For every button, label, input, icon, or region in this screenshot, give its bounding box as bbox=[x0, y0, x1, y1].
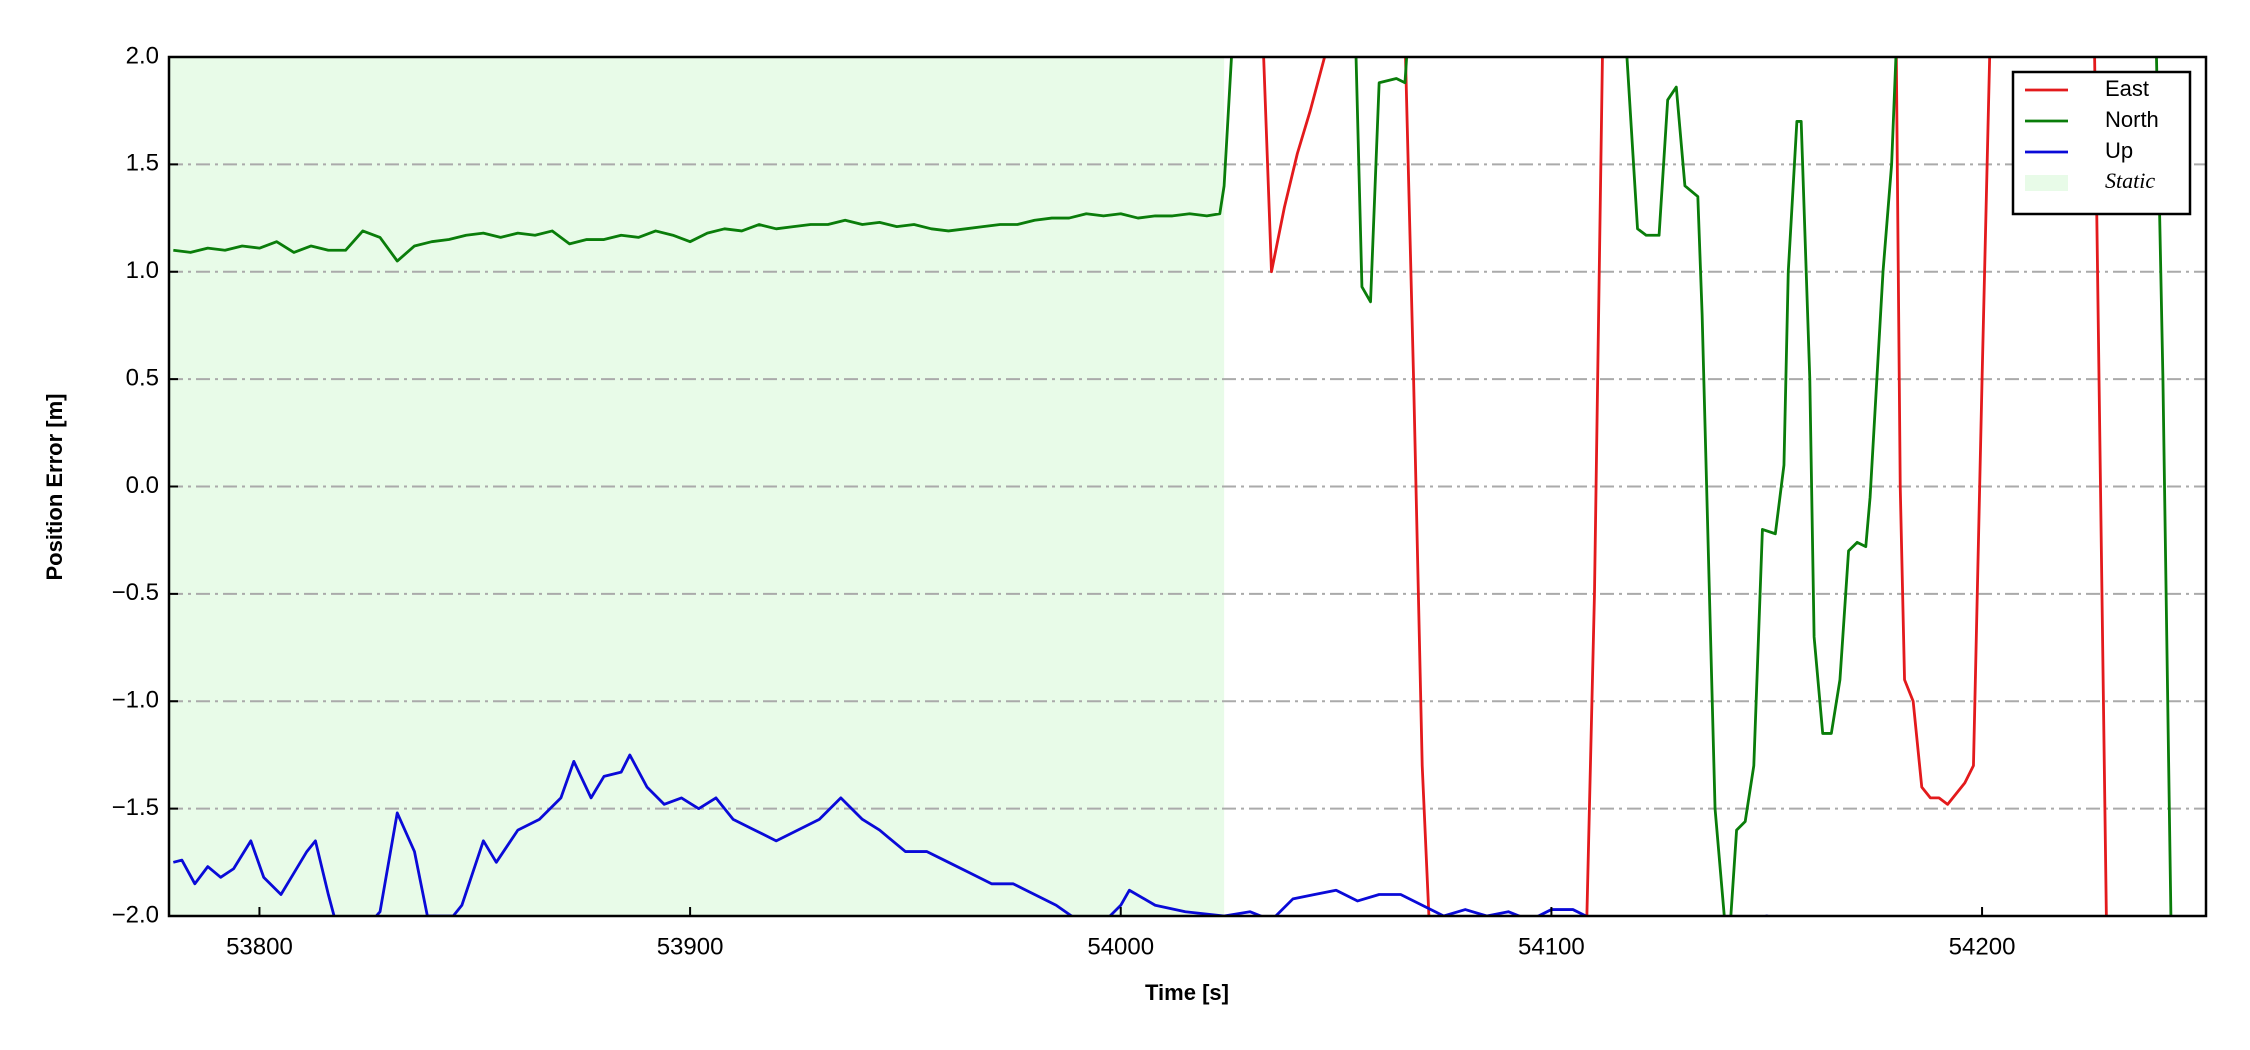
x-tick-label: 54000 bbox=[1087, 933, 1154, 960]
y-tick-label: −1.0 bbox=[112, 687, 159, 714]
x-tick-label: 53800 bbox=[226, 933, 293, 960]
legend-swatch bbox=[2025, 175, 2068, 191]
y-tick-label: −1.5 bbox=[112, 794, 159, 821]
series-line bbox=[173, 57, 2173, 916]
x-tick-label: 54100 bbox=[1518, 933, 1585, 960]
legend-box bbox=[2011, 70, 2192, 216]
y-axis-label: Position Error [m] bbox=[42, 393, 67, 580]
legend-label: Static bbox=[2105, 168, 2155, 193]
legend-label: Up bbox=[2105, 138, 2133, 163]
plot-area bbox=[169, 57, 2206, 916]
x-tick-label: 54200 bbox=[1949, 933, 2016, 960]
y-tick-label: 1.5 bbox=[126, 150, 159, 177]
y-tick-label: −2.0 bbox=[112, 901, 159, 928]
y-tick-label: −0.5 bbox=[112, 579, 159, 606]
y-tick-label: 2.0 bbox=[126, 42, 159, 69]
series-line bbox=[1262, 57, 2108, 916]
x-tick-label: 53900 bbox=[657, 933, 724, 960]
legend: East North Up Static bbox=[2011, 70, 2192, 216]
legend-label: North bbox=[2105, 107, 2159, 132]
legend-label: East bbox=[2105, 76, 2149, 101]
x-axis-label: Time [s] bbox=[1145, 980, 1229, 1005]
y-tick-label: 0.5 bbox=[126, 364, 159, 391]
y-tick-label: 1.0 bbox=[126, 257, 159, 284]
y-tick-label: 0.0 bbox=[126, 472, 159, 499]
